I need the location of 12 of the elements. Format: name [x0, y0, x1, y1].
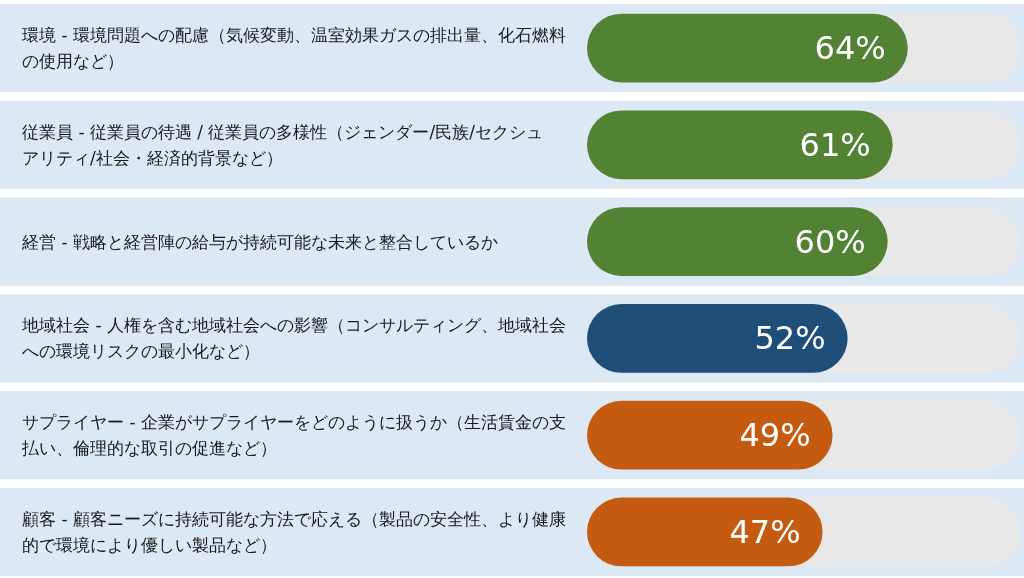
data-label: 64% [814, 29, 886, 68]
data-label: 52% [754, 319, 826, 358]
data-label: 47% [729, 512, 801, 551]
y-tick-label: サプライヤー - 企業がサプライヤーをどのように扱うか（生活賃金の支払い、倫理的な取引の促進など） [21, 412, 566, 459]
y-tick-label: 環境 - 環境問題への配慮（気候変動、温室効果ガスの排出量、化石燃料の使用など） [22, 25, 566, 72]
y-tick-label: 地域社会 - 人権を含む地域社会への影響（コンサルティング、地域社会への環境リスクの最小化など） [21, 315, 566, 362]
data-label: 49% [739, 416, 811, 455]
y-tick-label: 経営 - 戦略と経営陣の給与が持続可能な未来と整合しているか [21, 231, 498, 252]
y-tick-label: 従業員 - 従業員の待遇 / 従業員の多様性（ジェンダー/民族/セクシュアリティ/社会・経済的背景など） [22, 121, 543, 168]
y-tick-label: 顧客 - 顧客ニーズに持続可能な方法で応える（製品の安全性、より健康的で環境により優しい製品など） [22, 508, 566, 555]
data-label: 61% [799, 125, 871, 164]
data-label: 60% [794, 222, 866, 261]
